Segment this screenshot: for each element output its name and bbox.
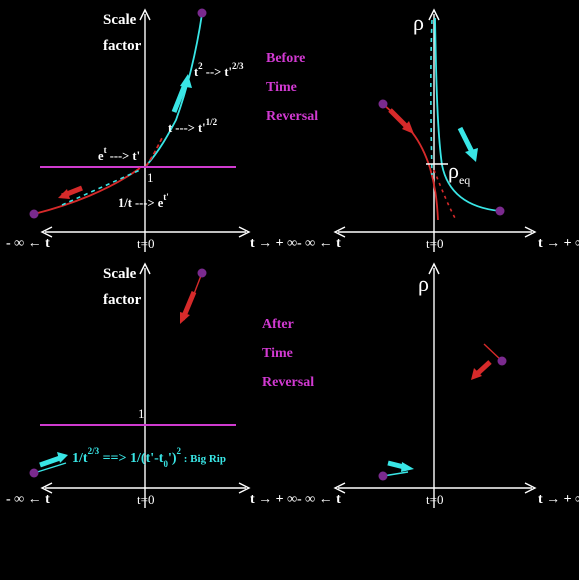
endpoint-dot-icon (29, 468, 39, 478)
x-label-right: t → + ∞ (538, 236, 579, 251)
panel-top-right: ρ ρeq - ∞ ← t t=0 t → + ∞ (297, 8, 579, 252)
x-axis-right-arrow (238, 226, 251, 238)
x-axis-left-arrow (333, 482, 346, 494)
label-t-half: t ---> t'1/2 (168, 117, 218, 135)
cyan-arrow-icon (171, 81, 189, 113)
x-label-right: t → + ∞ (538, 492, 579, 507)
x-axis-right-arrow (524, 226, 537, 238)
y-axis-arrow (139, 262, 151, 275)
x-label-zero: t=0 (137, 492, 154, 507)
after-label-line2: Time (262, 346, 293, 361)
red-arrowhead-icon (402, 121, 414, 134)
rho-label: ρ (418, 271, 429, 296)
x-label-zero: t=0 (137, 236, 154, 251)
panel-bottom-right: ρ - ∞ ← t t=0 t → + ∞ (297, 262, 579, 508)
rho-label: ρ (413, 10, 424, 35)
cyan-arrow-icon (457, 126, 475, 154)
after-label-line3: Reversal (262, 375, 314, 390)
x-label-zero: t=0 (426, 236, 443, 251)
x-axis-left-arrow (40, 226, 53, 238)
before-label-line2: Time (266, 80, 297, 95)
x-axis-left-arrow (333, 226, 346, 238)
red-dashed-curve (433, 169, 457, 221)
red-dashed-future (145, 137, 163, 167)
cyan-arrow-icon (39, 455, 61, 468)
cyan-arrowhead-icon (57, 452, 68, 463)
x-axis-left-arrow (40, 482, 53, 494)
y-axis-arrow (428, 8, 440, 21)
red-arrowhead-icon (58, 189, 70, 199)
endpoint-dot-icon (378, 99, 388, 109)
ylabel-line1: Scale (103, 12, 137, 28)
cyan-arrowhead-icon (465, 148, 478, 162)
red-arrowhead-icon (471, 368, 482, 380)
label-one: 1 (147, 170, 154, 185)
panel-top-left: Scale factor t2 --> t'2/3 t ---> t'1/2 e… (6, 8, 297, 252)
cyan-curve (434, 17, 501, 212)
endpoint-dot-icon (29, 209, 39, 219)
red-arrow-icon (181, 291, 197, 317)
cyan-arrow-icon (387, 460, 405, 470)
red-arrow-icon (476, 360, 492, 375)
after-time-reversal-label: After Time Reversal (262, 317, 314, 390)
rho-eq-label: ρeq (448, 158, 470, 187)
y-axis-arrow (139, 8, 151, 21)
ylabel-line1: Scale (103, 266, 137, 282)
x-label-left: - ∞ ← t (297, 236, 341, 251)
x-label-zero: t=0 (426, 492, 443, 507)
cyan-dashed-curve (430, 19, 433, 176)
x-label-left: - ∞ ← t (6, 492, 50, 507)
panel-bottom-left: Scale factor 1 1/t2/3 ==> 1/(t'-t0')2 : … (6, 262, 297, 508)
ylabel-line2: factor (103, 38, 142, 54)
x-label-right: t → + ∞ (250, 492, 297, 507)
red-arrow-icon (388, 108, 410, 130)
x-label-left: - ∞ ← t (297, 492, 341, 507)
before-time-reversal-label: Before Time Reversal (266, 51, 318, 124)
ylabel-line2: factor (103, 292, 142, 308)
label-big-rip: 1/t2/3 ==> 1/(t'-t0')2 : Big Rip (72, 446, 226, 469)
before-label-line1: Before (266, 51, 305, 66)
endpoint-dot-icon (378, 471, 388, 481)
endpoint-dot-icon (497, 356, 507, 366)
red-arrowhead-icon (180, 312, 190, 324)
endpoint-dot-icon (495, 206, 505, 216)
label-inv-t: 1/t ---> et' (118, 192, 169, 210)
x-axis-right-arrow (238, 482, 251, 494)
cyan-arrowhead-icon (401, 462, 414, 472)
label-t-squared: t2 --> t'2/3 (194, 61, 244, 79)
cyan-curve-future (145, 13, 203, 167)
endpoint-dot-icon (197, 268, 207, 278)
x-axis-right-arrow (524, 482, 537, 494)
cyan-curve (33, 462, 67, 474)
before-label-line3: Reversal (266, 109, 318, 124)
cyan-arrowhead-icon (180, 74, 192, 88)
label-e-t: et ---> t' (98, 145, 140, 163)
endpoint-dot-icon (197, 8, 207, 18)
y-axis-arrow (428, 262, 440, 275)
after-label-line1: After (262, 317, 294, 332)
x-label-right: t → + ∞ (250, 236, 297, 251)
label-one: 1 (138, 406, 145, 421)
x-label-left: - ∞ ← t (6, 236, 50, 251)
cyan-dashed-past (61, 169, 141, 206)
